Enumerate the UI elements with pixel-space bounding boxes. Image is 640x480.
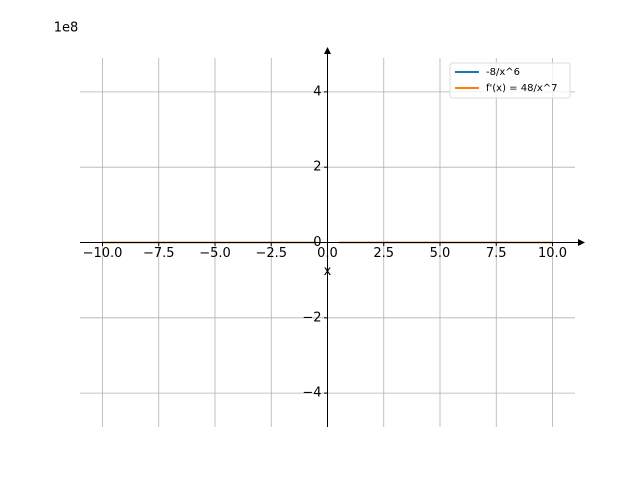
x-tick-label: 2.5	[373, 246, 394, 261]
y-tick-label: 0	[313, 235, 321, 250]
x-tick-label: −10.0	[83, 246, 123, 261]
legend-box	[449, 62, 571, 99]
y-tick-label: −2	[302, 310, 321, 325]
y-axis-arrow	[324, 47, 331, 54]
x-tick-label: 7.5	[486, 246, 507, 261]
x-tick-label: −7.5	[143, 246, 175, 261]
x-tick-label: 0.0	[317, 246, 338, 261]
legend-label: f'(x) = 48/x^7	[486, 83, 557, 94]
x-axis-arrow	[578, 239, 585, 246]
x-axis-label: x	[324, 264, 332, 279]
y-tick-label: 2	[313, 160, 321, 175]
y-offset-label: 1e8	[54, 21, 79, 36]
x-tick-label: −2.5	[255, 246, 287, 261]
x-tick-label: 10.0	[538, 246, 567, 261]
y-tick-label: 4	[313, 84, 321, 99]
x-tick-label: −5.0	[199, 246, 231, 261]
legend-label: -8/x^6	[486, 67, 520, 78]
y-tick-label: −4	[302, 386, 321, 401]
x-tick-label: 5.0	[430, 246, 451, 261]
